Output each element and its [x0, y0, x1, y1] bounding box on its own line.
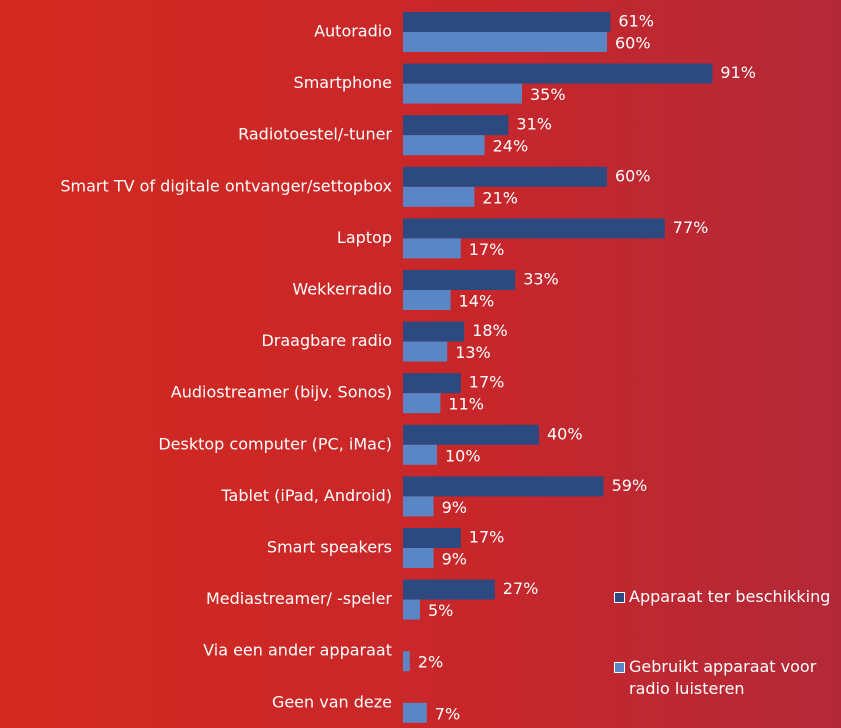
legend-label: Gebruikt apparaat voor radio luisteren	[629, 657, 817, 698]
category-label: Geen van deze	[272, 692, 392, 711]
value-label: 17%	[469, 528, 505, 547]
value-label: 33%	[523, 270, 559, 289]
value-label: 18%	[472, 321, 508, 340]
value-label: 35%	[530, 85, 566, 104]
value-label: 21%	[482, 188, 518, 207]
bar	[403, 63, 713, 84]
category-label: Laptop	[337, 228, 392, 247]
legend-item: Gebruikt apparaat voor radio luisteren	[614, 656, 839, 700]
value-label: 5%	[428, 601, 453, 620]
bar	[403, 238, 461, 259]
legend-item: Apparaat ter beschikking	[614, 586, 839, 608]
legend-swatch	[614, 662, 625, 673]
category-label: Desktop computer (PC, iMac)	[158, 434, 392, 453]
category-label: Mediastreamer/ -speler	[206, 589, 392, 608]
bar	[403, 444, 437, 465]
value-label: 10%	[445, 446, 481, 465]
bar	[403, 496, 434, 517]
bar	[403, 548, 434, 568]
value-label: 59%	[612, 476, 648, 495]
value-label: 9%	[442, 498, 467, 517]
value-label: 60%	[615, 34, 651, 53]
category-label: Radiotoestel/-tuner	[238, 125, 392, 144]
bar	[403, 115, 509, 136]
category-label: Tablet (iPad, Android)	[220, 486, 392, 505]
bar	[403, 373, 461, 394]
legend-swatch	[614, 592, 625, 603]
category-label: Smart TV of digitale ontvanger/settopbox	[60, 176, 392, 195]
value-label: 24%	[493, 137, 529, 156]
category-label: Audiostreamer (bijv. Sonos)	[171, 383, 392, 402]
bar	[403, 12, 611, 32]
value-label: 91%	[720, 63, 756, 82]
bar	[403, 218, 665, 239]
category-label: Autoradio	[314, 22, 392, 41]
bar	[403, 599, 420, 620]
bar	[403, 83, 522, 104]
category-label: Draagbare radio	[261, 331, 392, 350]
value-label: 7%	[435, 704, 460, 723]
bar	[403, 424, 539, 445]
bar	[403, 476, 604, 497]
bar	[403, 166, 607, 187]
bar	[403, 579, 495, 600]
value-label: 77%	[673, 218, 709, 237]
category-label: Smartphone	[294, 73, 392, 92]
value-label: 61%	[618, 12, 654, 31]
value-label: 27%	[503, 579, 539, 598]
value-label: 9%	[442, 550, 467, 569]
bar	[403, 135, 485, 156]
bar	[403, 702, 427, 723]
value-label: 14%	[459, 292, 495, 311]
value-label: 17%	[469, 373, 505, 392]
value-label: 17%	[469, 240, 505, 259]
bar	[403, 270, 516, 290]
bar	[403, 186, 475, 207]
value-label: 31%	[516, 115, 552, 134]
category-label: Wekkerradio	[292, 280, 392, 299]
value-label: 40%	[547, 424, 583, 443]
bar	[403, 528, 461, 548]
category-label: Smart speakers	[267, 538, 392, 557]
legend-label: Apparaat ter beschikking	[629, 587, 831, 606]
bar	[403, 321, 465, 342]
bar	[403, 290, 451, 310]
category-label: Via een ander apparaat	[203, 641, 392, 660]
bar	[403, 32, 607, 52]
value-label: 60%	[615, 166, 651, 185]
value-label: 2%	[418, 653, 443, 672]
value-label: 13%	[455, 343, 491, 362]
bar	[403, 341, 448, 362]
bar	[403, 651, 410, 672]
value-label: 11%	[448, 395, 484, 414]
bar	[403, 393, 441, 414]
